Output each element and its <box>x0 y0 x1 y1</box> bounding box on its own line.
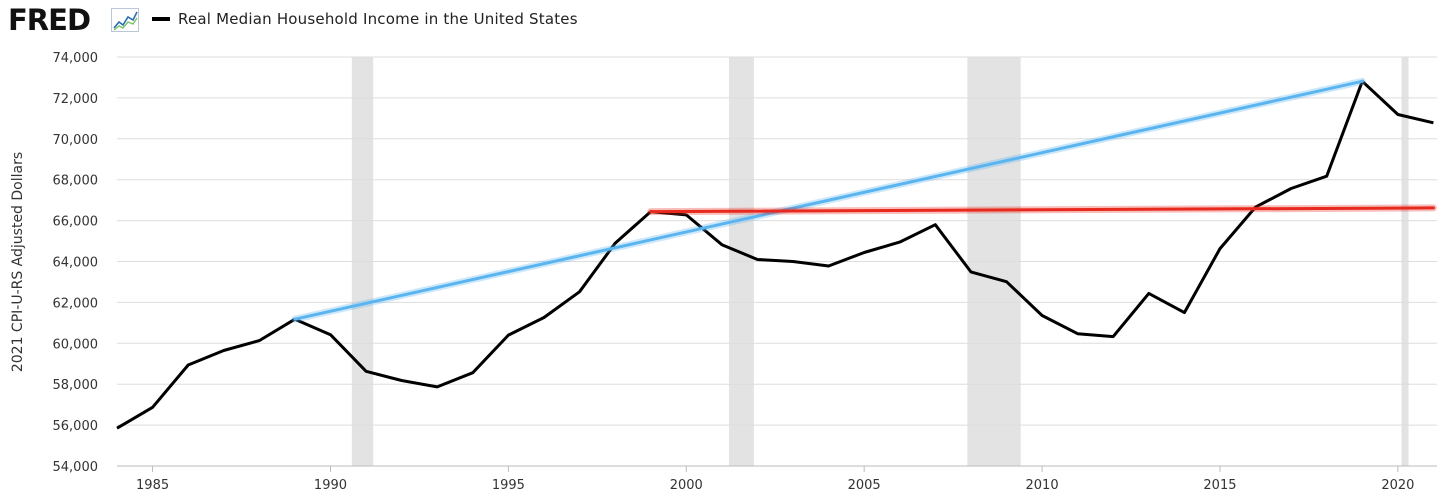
y-tick-label: 66,000 <box>53 215 99 230</box>
y-tick-label: 74,000 <box>53 51 99 66</box>
x-tick-label: 2000 <box>670 478 703 493</box>
y-tick-label: 68,000 <box>53 174 99 189</box>
legend-swatch <box>152 17 170 21</box>
y-tick-label: 70,000 <box>53 133 99 148</box>
income-series-line <box>116 79 1434 430</box>
y-tick-label: 54,000 <box>53 460 99 475</box>
x-tick-label: 1990 <box>314 478 347 493</box>
x-tick-label: 2015 <box>1203 478 1236 493</box>
y-tick-label: 64,000 <box>53 256 99 271</box>
y-tick-label: 72,000 <box>53 92 99 107</box>
red-trend-line <box>649 206 1435 214</box>
chart-header: FRED Real Median Household Income in the… <box>0 0 1456 44</box>
chart-legend[interactable]: Real Median Household Income in the Unit… <box>152 10 578 28</box>
y-tick-label: 60,000 <box>53 337 99 352</box>
x-tick-label: 2005 <box>848 478 881 493</box>
y-tick-label: 58,000 <box>53 378 99 393</box>
x-tick-label: 2020 <box>1381 478 1414 493</box>
x-tick-label: 1985 <box>136 478 169 493</box>
y-tick-label: 56,000 <box>53 419 99 434</box>
legend-series-label: Real Median Household Income in the Unit… <box>178 10 578 28</box>
x-tick-label: 1995 <box>492 478 525 493</box>
fred-logo[interactable]: FRED <box>8 3 91 37</box>
line-chart-icon <box>111 8 139 32</box>
blue-trend-line <box>293 79 1364 321</box>
x-tick-label: 2010 <box>1026 478 1059 493</box>
y-tick-label: 62,000 <box>53 296 99 311</box>
